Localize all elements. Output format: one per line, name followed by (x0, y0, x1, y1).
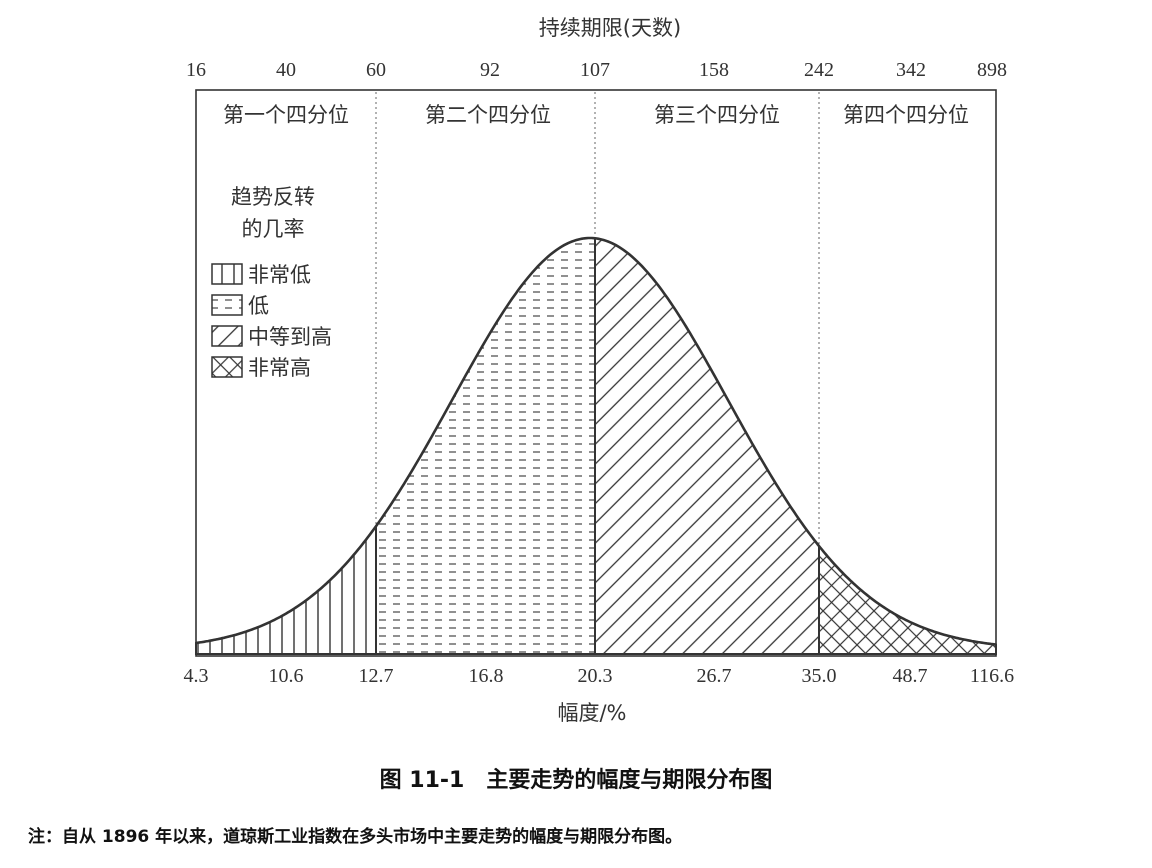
legend-label: 中等到高 (248, 325, 332, 349)
top-tick-label: 158 (699, 59, 729, 81)
legend-label: 非常低 (248, 263, 311, 287)
legend-label: 低 (248, 294, 269, 318)
plot-frame (195, 89, 997, 657)
curve-segments (195, 236, 997, 655)
top-axis-title: 持续期限(天数) (539, 16, 681, 40)
bottom-tick-label: 4.3 (184, 665, 209, 687)
curve-segment (375, 237, 596, 655)
legend-swatch (211, 356, 243, 378)
bottom-tick-label: 48.7 (893, 665, 928, 687)
bottom-tick-label: 116.6 (970, 665, 1014, 687)
figure-caption: 图 11-1 主要走势的幅度与期限分布图 (379, 768, 773, 793)
bottom-tick-label: 20.3 (578, 665, 613, 687)
quartile-label: 第四个四分位 (843, 103, 969, 127)
legend-item: 中等到高 (211, 325, 332, 349)
top-tick-label: 898 (977, 59, 1007, 81)
top-tick-label: 16 (186, 59, 206, 81)
legend-item: 非常高 (211, 356, 311, 380)
curve-segment (594, 237, 820, 655)
quartile-label: 第三个四分位 (654, 103, 780, 127)
top-tick-labels: 16 40 60 92 107 158 242 342 898 (186, 59, 1007, 81)
bottom-tick-label: 35.0 (802, 665, 837, 687)
legend-title-line-1: 趋势反转 (231, 185, 315, 209)
bottom-tick-label: 16.8 (469, 665, 504, 687)
legend-title-line-2: 的几率 (242, 217, 305, 241)
legend-item: 低 (211, 294, 269, 318)
quartile-label: 第二个四分位 (425, 103, 551, 127)
legend-swatch (211, 325, 243, 347)
bottom-tick-label: 10.6 (269, 665, 304, 687)
bottom-tick-labels: 4.3 10.6 12.7 16.8 20.3 26.7 35.0 48.7 116.6 (184, 665, 1015, 687)
legend-item: 非常低 (211, 263, 311, 287)
top-tick-label: 92 (480, 59, 500, 81)
top-tick-label: 242 (804, 59, 834, 81)
quartile-label: 第一个四分位 (223, 103, 349, 127)
distribution-chart: 持续期限(天数) 16 40 60 92 107 158 242 342 898 第一个四分位第… (184, 16, 1015, 725)
bottom-tick-label: 12.7 (359, 665, 394, 687)
quartile-dividers (375, 92, 820, 547)
top-tick-label: 60 (366, 59, 386, 81)
bell-curve-outline (195, 236, 997, 646)
quartile-labels: 第一个四分位 第二个四分位 第三个四分位 第四个四分位 (223, 103, 969, 127)
legend-swatch (211, 263, 243, 285)
curve-segment (195, 523, 377, 655)
bottom-tick-label: 26.7 (697, 665, 732, 687)
top-tick-label: 107 (580, 59, 610, 81)
top-tick-label: 342 (896, 59, 926, 81)
top-tick-label: 40 (276, 59, 296, 81)
legend-label: 非常高 (248, 356, 311, 380)
curve-segment (818, 543, 997, 655)
figure-note: 注：自从 1896 年以来，道琼斯工业指数在多头市场中主要走势的幅度与期限分布图… (28, 827, 683, 847)
legend-swatch (211, 294, 243, 316)
x-axis-title: 幅度/% (557, 701, 626, 725)
